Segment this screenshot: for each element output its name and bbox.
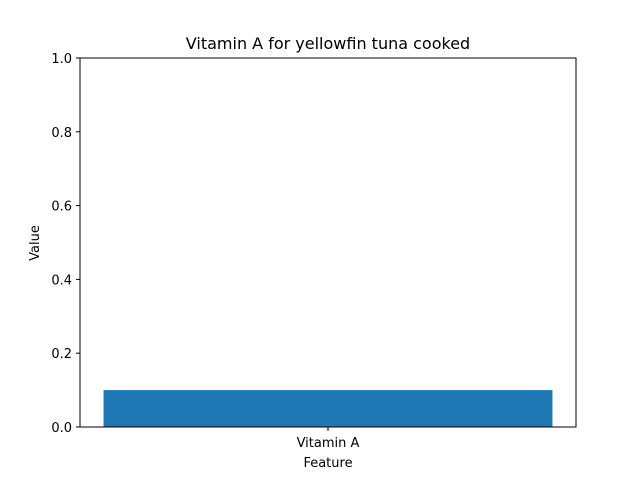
x-tick-label-0: Vitamin A xyxy=(297,436,360,451)
y-tick-label-5: 1.0 xyxy=(51,52,72,67)
y-tick-label-2: 0.4 xyxy=(51,273,72,288)
bar-0 xyxy=(103,390,553,427)
y-tick-label-3: 0.6 xyxy=(51,200,72,215)
plot-frame xyxy=(79,57,577,428)
y-tick-label-0: 0.0 xyxy=(51,421,72,436)
x-axis-label: Feature xyxy=(303,456,352,471)
chart-title: Vitamin A for yellowfin tuna cooked xyxy=(186,34,470,53)
y-tick-label-1: 0.2 xyxy=(51,347,72,362)
y-axis-label: Value xyxy=(28,225,43,261)
y-tick-label-4: 0.8 xyxy=(51,126,72,141)
plot-area: Vitamin A 0.0 0.2 0.4 0.6 0.8 1.0 xyxy=(51,52,577,451)
